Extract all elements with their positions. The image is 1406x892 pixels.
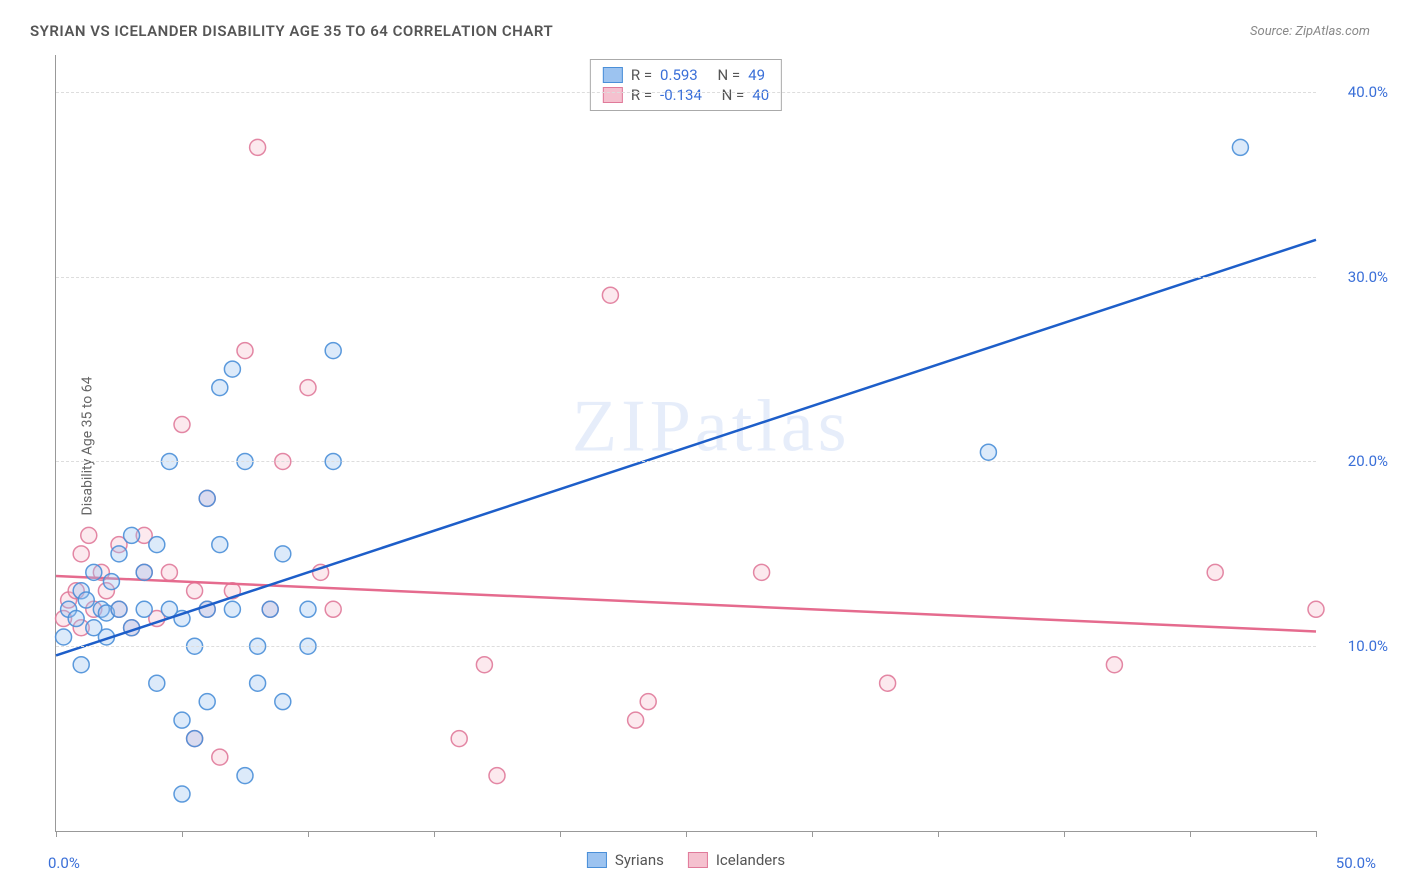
data-point: [78, 592, 94, 608]
data-point: [754, 564, 770, 580]
chart-title: SYRIAN VS ICELANDER DISABILITY AGE 35 TO…: [30, 22, 553, 40]
x-tick: [1316, 831, 1317, 837]
data-point: [476, 657, 492, 673]
x-tick: [308, 831, 309, 837]
swatch-icelanders: [688, 852, 708, 868]
data-point: [880, 675, 896, 691]
data-point: [1106, 657, 1122, 673]
x-tick: [434, 831, 435, 837]
data-point: [212, 380, 228, 396]
legend-item-syrians: Syrians: [587, 851, 664, 869]
r-value-syrians: 0.593: [660, 66, 698, 84]
data-point: [980, 444, 996, 460]
swatch-syrians: [603, 67, 623, 83]
data-point: [56, 629, 72, 645]
swatch-syrians: [587, 852, 607, 868]
data-point: [325, 601, 341, 617]
scatter-svg: [56, 55, 1316, 831]
data-point: [628, 712, 644, 728]
data-point: [489, 768, 505, 784]
data-point: [111, 601, 127, 617]
data-point: [124, 527, 140, 543]
data-point: [149, 675, 165, 691]
x-tick: [1190, 831, 1191, 837]
data-point: [237, 343, 253, 359]
data-point: [275, 546, 291, 562]
data-point: [199, 694, 215, 710]
data-point: [187, 583, 203, 599]
correlation-legend: R = 0.593 N = 49 R = -0.134 N = 40: [590, 59, 782, 111]
data-point: [174, 417, 190, 433]
data-point: [174, 786, 190, 802]
data-point: [325, 343, 341, 359]
trend-line: [56, 576, 1316, 631]
chart-plot-area: ZIPatlas R = 0.593 N = 49 R = -0.134 N =…: [55, 55, 1316, 832]
data-point: [212, 749, 228, 765]
data-point: [224, 601, 240, 617]
n-value-syrians: 49: [748, 66, 765, 84]
x-tick: [938, 831, 939, 837]
legend-label-icelanders: Icelanders: [716, 851, 785, 869]
data-point: [73, 657, 89, 673]
x-tick: [182, 831, 183, 837]
gridline: [56, 646, 1316, 647]
data-point: [1232, 139, 1248, 155]
data-point: [224, 361, 240, 377]
data-point: [68, 611, 84, 627]
data-point: [250, 139, 266, 155]
data-point: [262, 601, 278, 617]
legend-row-icelanders: R = -0.134 N = 40: [603, 86, 769, 104]
data-point: [86, 564, 102, 580]
legend-item-icelanders: Icelanders: [688, 851, 785, 869]
data-point: [250, 675, 266, 691]
y-tick-label: 30.0%: [1348, 268, 1388, 286]
x-tick: [812, 831, 813, 837]
data-point: [212, 537, 228, 553]
data-point: [149, 537, 165, 553]
data-point: [174, 712, 190, 728]
trend-line: [56, 240, 1316, 656]
data-point: [1308, 601, 1324, 617]
swatch-icelanders: [603, 87, 623, 103]
x-tick: [686, 831, 687, 837]
x-tick: [56, 831, 57, 837]
data-point: [73, 546, 89, 562]
data-point: [300, 380, 316, 396]
data-point: [275, 694, 291, 710]
y-tick-label: 10.0%: [1348, 637, 1388, 655]
data-point: [103, 574, 119, 590]
gridline: [56, 92, 1316, 93]
legend-label-syrians: Syrians: [615, 851, 664, 869]
data-point: [161, 564, 177, 580]
x-tick: [1064, 831, 1065, 837]
data-point: [640, 694, 656, 710]
x-tick: [560, 831, 561, 837]
data-point: [136, 601, 152, 617]
data-point: [136, 564, 152, 580]
y-tick-label: 20.0%: [1348, 452, 1388, 470]
data-point: [187, 731, 203, 747]
r-value-icelanders: -0.134: [660, 86, 702, 104]
x-axis-max-label: 50.0%: [1336, 854, 1376, 872]
source-attribution: Source: ZipAtlas.com: [1250, 24, 1370, 39]
r-label: R =: [631, 66, 652, 84]
data-point: [1207, 564, 1223, 580]
data-point: [111, 546, 127, 562]
x-axis-min-label: 0.0%: [48, 854, 80, 872]
n-label: N =: [722, 86, 745, 104]
n-label: N =: [717, 66, 740, 84]
r-label: R =: [631, 86, 652, 104]
data-point: [451, 731, 467, 747]
data-point: [237, 768, 253, 784]
n-value-icelanders: 40: [752, 86, 769, 104]
data-point: [81, 527, 97, 543]
data-point: [602, 287, 618, 303]
y-tick-label: 40.0%: [1348, 83, 1388, 101]
series-legend: Syrians Icelanders: [587, 851, 785, 869]
data-point: [199, 490, 215, 506]
legend-row-syrians: R = 0.593 N = 49: [603, 66, 769, 84]
data-point: [300, 601, 316, 617]
gridline: [56, 277, 1316, 278]
gridline: [56, 461, 1316, 462]
